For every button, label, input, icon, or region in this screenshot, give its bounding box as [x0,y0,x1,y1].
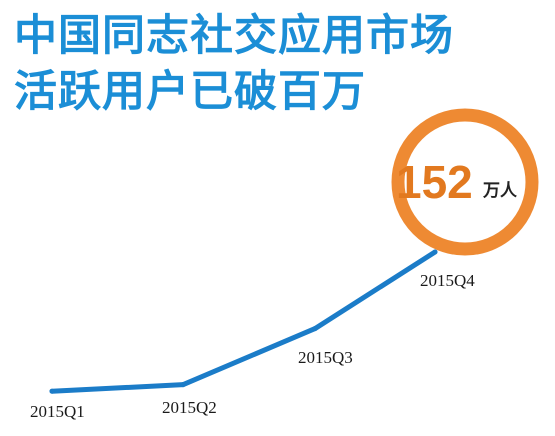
data-point-2015Q2 [180,382,186,388]
highlight-unit: 万人 [482,181,518,201]
category-label-2015Q2: 2015Q2 [162,398,217,417]
data-point-2015Q4 [432,249,438,255]
data-point-2015Q3 [312,326,318,332]
series-segment-2015Q2-2015Q3 [180,326,318,388]
chart-title-line-1: 中国同志社交应用市场 [14,11,454,61]
series-segment-2015Q3-2015Q4 [312,249,438,332]
highlight-ring [391,108,539,256]
highlight-value: 152 [396,156,473,208]
category-label-2015Q3: 2015Q3 [298,348,353,367]
data-point-2015Q1 [49,388,55,394]
category-label-2015Q4: 2015Q4 [420,271,475,290]
chart-title: 中国同志社交应用市场 活跃用户已破百万 [14,8,544,120]
category-label-2015Q1: 2015Q1 [30,402,85,421]
chart-title-line-2: 活跃用户已破百万 [14,67,366,117]
series-segment-2015Q1-2015Q2 [49,382,186,394]
